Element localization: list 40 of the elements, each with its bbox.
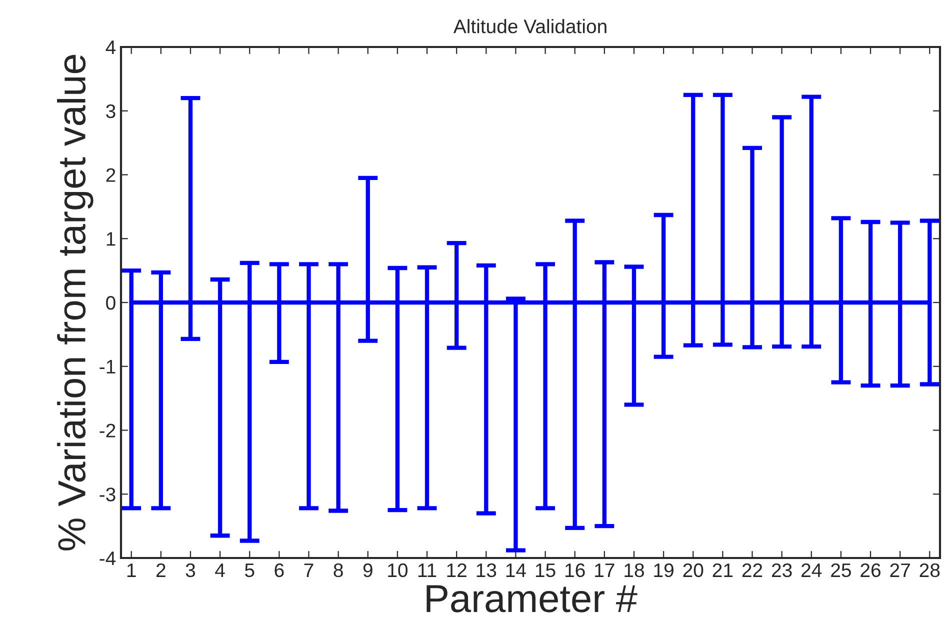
y-tick-label: -4 (100, 552, 116, 566)
x-tick-label: 1 (127, 564, 136, 577)
y-axis-title: % Variation from target value (57, 54, 94, 550)
x-tick-label: 8 (334, 563, 343, 578)
y-tick-label: -1 (100, 360, 116, 374)
y-tick-label: 0 (106, 296, 116, 310)
x-tick-label: 21 (712, 563, 733, 577)
x-tick-label: 17 (595, 564, 614, 577)
x-tick-label: 9 (363, 563, 372, 578)
x-tick-label: 27 (890, 563, 910, 577)
y-tick-label: 3 (106, 104, 116, 118)
y-tick-label: 4 (106, 40, 116, 54)
y-tick-label: 1 (106, 232, 116, 246)
chart-title: Altitude Validation (453, 19, 606, 34)
x-tick-label: 3 (186, 563, 196, 578)
x-tick-label: 12 (447, 563, 466, 577)
x-tick-label: 5 (244, 564, 254, 578)
x-tick-label: 10 (388, 563, 408, 578)
x-tick-label: 7 (304, 564, 314, 577)
x-tick-label: 26 (860, 563, 880, 578)
x-tick-label: 28 (920, 563, 940, 578)
y-tick-label: -2 (100, 424, 116, 438)
x-tick-label: 15 (536, 564, 556, 578)
x-tick-label: 24 (802, 563, 822, 577)
x-tick-label: 14 (506, 564, 526, 577)
x-tick-label: 13 (476, 563, 496, 578)
y-tick-label: 2 (106, 168, 116, 182)
x-tick-label: 18 (624, 563, 644, 578)
x-tick-label: 6 (274, 563, 284, 578)
x-tick-label: 23 (772, 563, 792, 578)
x-tick-label: 25 (831, 563, 851, 578)
x-tick-label: 11 (418, 564, 436, 577)
x-tick-label: 22 (742, 563, 762, 577)
x-tick-label: 4 (215, 564, 225, 577)
x-tick-label: 16 (566, 563, 585, 578)
y-tick-label: -3 (100, 488, 116, 502)
x-tick-label: 20 (683, 563, 704, 578)
x-tick-label: 2 (156, 563, 166, 577)
x-tick-label: 19 (654, 563, 674, 578)
x-axis-title: Parameter # (426, 585, 638, 612)
